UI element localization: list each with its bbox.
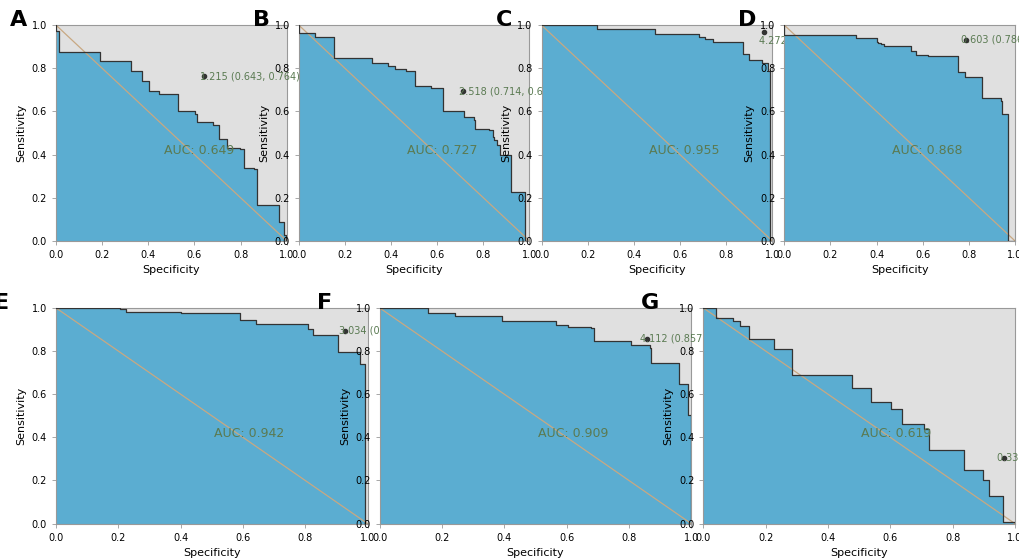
- Text: 4.112 (0.857, 0.858): 4.112 (0.857, 0.858): [640, 334, 740, 344]
- Text: C: C: [495, 10, 512, 30]
- Text: E: E: [0, 293, 9, 313]
- Y-axis label: Sensitivity: Sensitivity: [501, 104, 512, 162]
- Text: D: D: [738, 10, 756, 30]
- X-axis label: Specificity: Specificity: [143, 265, 200, 276]
- Y-axis label: Sensitivity: Sensitivity: [16, 104, 26, 162]
- X-axis label: Specificity: Specificity: [385, 265, 442, 276]
- Text: AUC: 0.619: AUC: 0.619: [861, 427, 930, 440]
- Y-axis label: Sensitivity: Sensitivity: [259, 104, 269, 162]
- Text: 0.603 (0.786, 0.933): 0.603 (0.786, 0.933): [960, 35, 1019, 45]
- Text: AUC: 0.868: AUC: 0.868: [892, 144, 962, 157]
- Y-axis label: Sensitivity: Sensitivity: [339, 386, 350, 445]
- X-axis label: Specificity: Specificity: [182, 548, 240, 558]
- X-axis label: Specificity: Specificity: [506, 548, 564, 558]
- Text: AUC: 0.955: AUC: 0.955: [649, 144, 719, 157]
- X-axis label: Specificity: Specificity: [870, 265, 927, 276]
- Text: AUC: 0.727: AUC: 0.727: [407, 144, 477, 157]
- Text: 2.518 (0.714, 0.693): 2.518 (0.714, 0.693): [459, 86, 558, 96]
- Text: F: F: [317, 293, 332, 313]
- Y-axis label: Sensitivity: Sensitivity: [662, 386, 673, 445]
- Text: 4.272 (0.964, 0.968): 4.272 (0.964, 0.968): [758, 36, 858, 46]
- Text: AUC: 0.649: AUC: 0.649: [164, 144, 234, 157]
- X-axis label: Specificity: Specificity: [829, 548, 888, 558]
- Text: A: A: [10, 10, 28, 30]
- Text: G: G: [641, 293, 658, 313]
- Y-axis label: Sensitivity: Sensitivity: [744, 104, 754, 162]
- Text: B: B: [253, 10, 269, 30]
- Text: 0.331 (0.964, 0.305): 0.331 (0.964, 0.305): [997, 453, 1019, 463]
- Text: 3.034 (0.929, 0.895): 3.034 (0.929, 0.895): [339, 325, 438, 335]
- Text: AUC: 0.909: AUC: 0.909: [537, 427, 607, 440]
- Text: 1.215 (0.643, 0.764): 1.215 (0.643, 0.764): [200, 71, 300, 81]
- Y-axis label: Sensitivity: Sensitivity: [16, 386, 26, 445]
- Text: AUC: 0.942: AUC: 0.942: [214, 427, 284, 440]
- X-axis label: Specificity: Specificity: [628, 265, 685, 276]
